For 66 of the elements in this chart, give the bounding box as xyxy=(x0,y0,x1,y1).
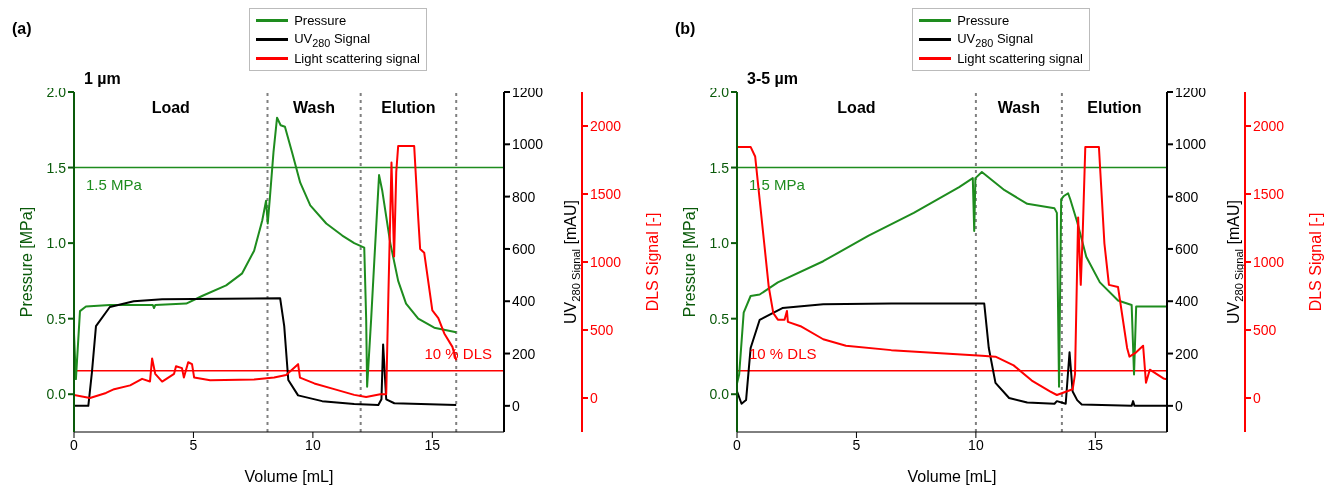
y-tick-label: 0.0 xyxy=(46,386,67,403)
y3-tick-label: 2000 xyxy=(1253,117,1285,134)
y2-tick-label: 400 xyxy=(1175,293,1199,310)
legend-label: UV$_{280}$ Signal xyxy=(957,30,1034,49)
annotation: Elution xyxy=(1087,98,1142,116)
legend-label: Pressure xyxy=(294,13,347,28)
y3-tick-label: 500 xyxy=(590,321,614,338)
y-tick-label: 0.0 xyxy=(709,386,730,403)
y2-tick-label: 200 xyxy=(512,345,536,362)
y3-axis-title: DLS Signal [-] xyxy=(1306,212,1324,312)
legend-label: Light scattering signal xyxy=(957,51,1083,66)
x-axis-title: Volume [mL] xyxy=(907,468,997,485)
y3-tick-label: 0 xyxy=(590,389,598,406)
annotation: Elution xyxy=(381,98,436,116)
legend-label: UV$_{280}$ Signal xyxy=(294,30,371,49)
y-tick-label: 1.5 xyxy=(709,159,730,176)
chart-subtitle: 1 µm xyxy=(84,70,121,88)
annotation: Wash xyxy=(293,98,336,116)
y-tick-label: 2.0 xyxy=(709,83,730,100)
legend-label: Pressure xyxy=(957,13,1010,28)
y-axis-title: Pressure [MPa] xyxy=(680,206,698,318)
y2-tick-label: 0 xyxy=(512,397,520,414)
y2-tick-label: 800 xyxy=(1175,188,1199,205)
y2-tick-label: 1200 xyxy=(512,83,544,100)
y3-tick-label: 1000 xyxy=(590,253,622,270)
y3-tick-label: 1500 xyxy=(590,185,622,202)
y2-tick-label: 1000 xyxy=(1175,136,1207,153)
legend-label: Light scattering signal xyxy=(294,51,420,66)
y3-tick-label: 1500 xyxy=(1253,185,1285,202)
y2-tick-label: 1200 xyxy=(1175,83,1207,100)
chart-title: (a) xyxy=(12,20,32,38)
x-tick-label: 15 xyxy=(1087,436,1104,453)
x-tick-label: 5 xyxy=(189,436,198,453)
annotation: Wash xyxy=(997,98,1040,116)
chart-subtitle: 3-5 µm xyxy=(747,70,799,88)
y-tick-label: 0.5 xyxy=(46,310,67,327)
y2-tick-label: 1000 xyxy=(512,136,544,153)
x-axis-title: Volume [mL] xyxy=(244,468,334,485)
y-axis-title: Pressure [MPa] xyxy=(17,206,35,318)
annotation: Load xyxy=(837,98,876,116)
y2-tick-label: 800 xyxy=(512,188,536,205)
x-tick-label: 10 xyxy=(968,436,984,453)
chart-title: (b) xyxy=(675,20,696,38)
x-tick-label: 5 xyxy=(852,436,861,453)
ref-line-label: 1.5 MPa xyxy=(86,176,143,194)
y-tick-label: 0.5 xyxy=(709,310,730,327)
y2-tick-label: 0 xyxy=(1175,397,1183,414)
annotation: Load xyxy=(151,98,190,116)
y3-axis-title: DLS Signal [-] xyxy=(643,212,661,312)
y3-tick-label: 500 xyxy=(1253,321,1277,338)
y2-tick-label: 200 xyxy=(1175,345,1199,362)
y-tick-label: 1.0 xyxy=(709,235,730,252)
x-tick-label: 10 xyxy=(305,436,321,453)
y3-tick-label: 0 xyxy=(1253,389,1261,406)
y3-tick-label: 2000 xyxy=(590,117,622,134)
y3-tick-label: 1000 xyxy=(1253,253,1285,270)
x-tick-label: 0 xyxy=(733,436,742,453)
y-tick-label: 1.0 xyxy=(46,235,67,252)
y2-tick-label: 600 xyxy=(1175,240,1199,257)
y-tick-label: 1.5 xyxy=(46,159,67,176)
x-tick-label: 0 xyxy=(70,436,79,453)
line-series xyxy=(74,297,458,407)
y2-tick-label: 400 xyxy=(512,293,536,310)
x-tick-label: 15 xyxy=(424,436,441,453)
y2-tick-label: 600 xyxy=(512,240,536,257)
y-tick-label: 2.0 xyxy=(46,83,67,100)
